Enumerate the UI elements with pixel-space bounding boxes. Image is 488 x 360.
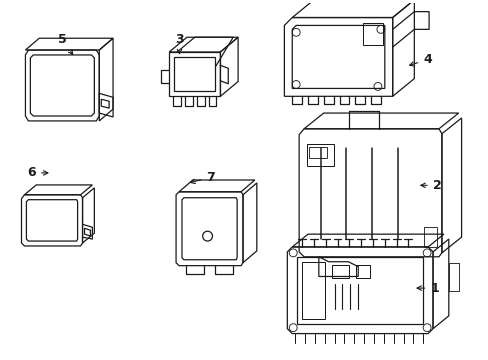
Text: 1: 1	[416, 282, 438, 294]
Text: 7: 7	[190, 171, 215, 184]
Text: 5: 5	[58, 33, 73, 54]
Text: 2: 2	[420, 179, 441, 192]
Text: 3: 3	[175, 33, 183, 54]
Text: 4: 4	[409, 53, 431, 66]
Text: 6: 6	[27, 166, 48, 179]
